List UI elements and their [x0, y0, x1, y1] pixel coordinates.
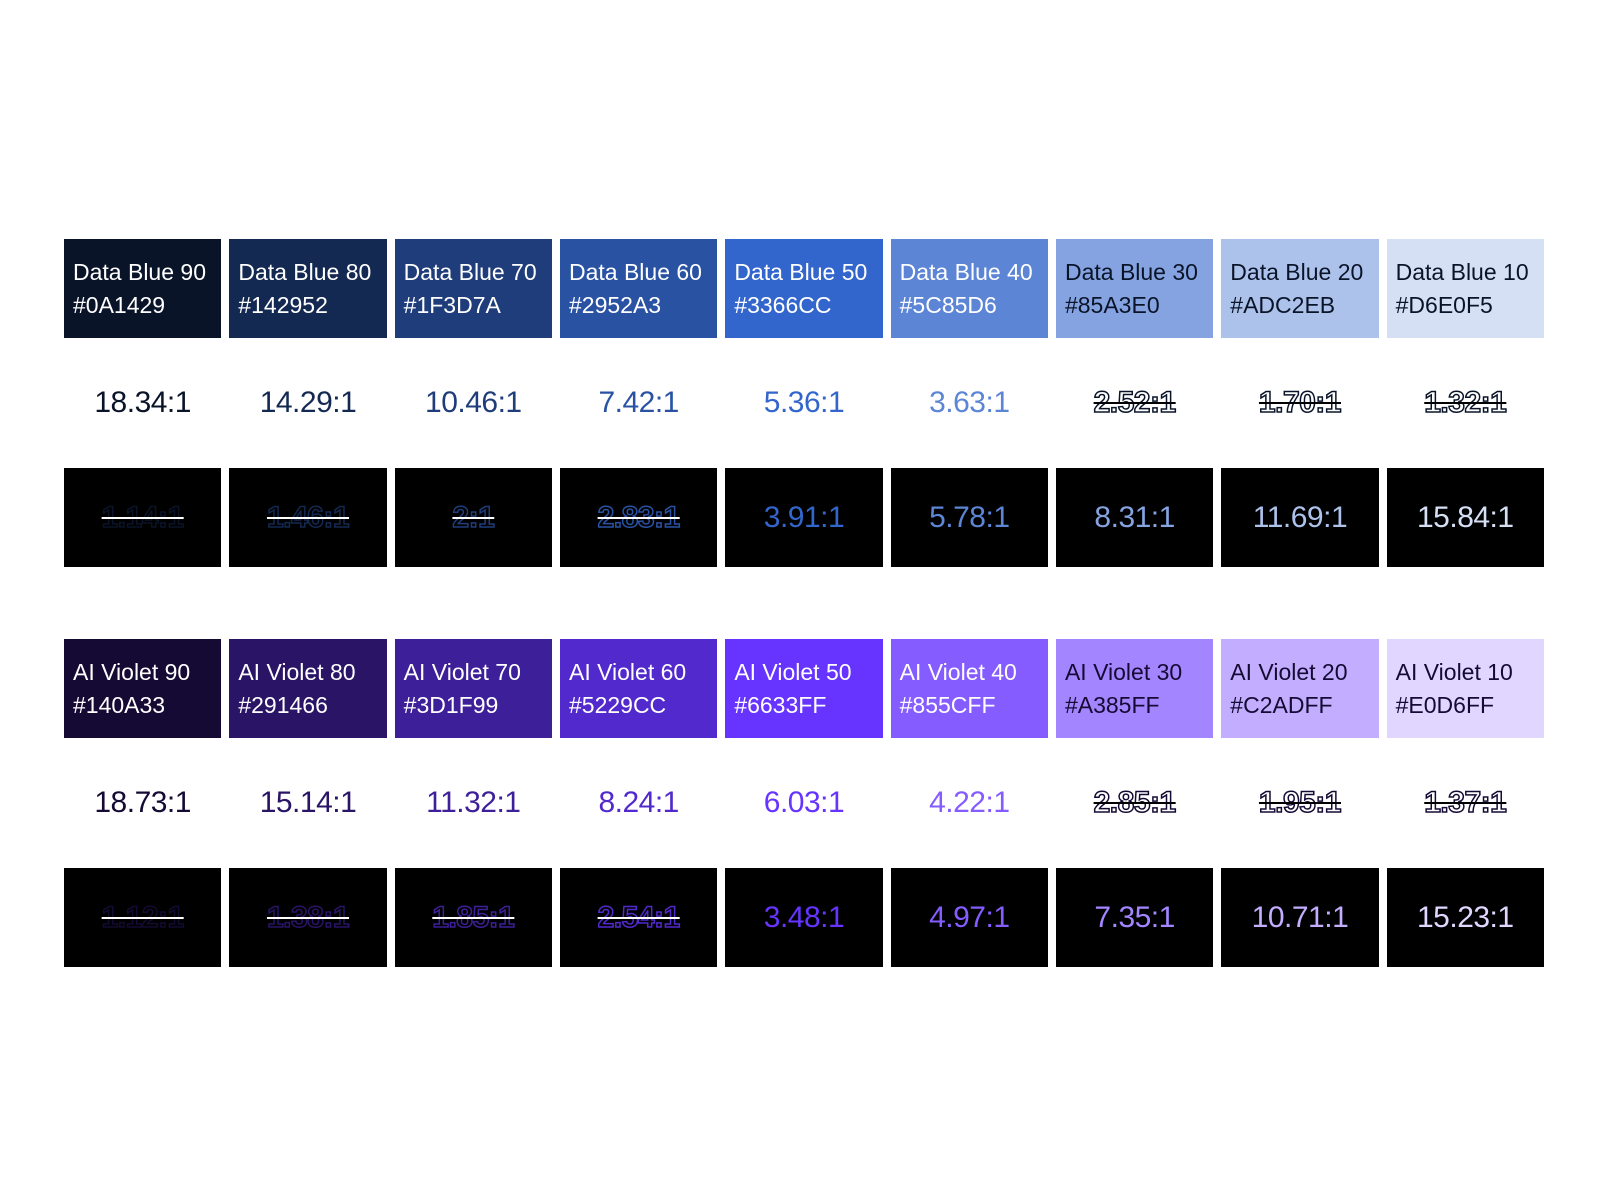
- swatch-hex: #6633FF: [734, 692, 827, 718]
- swatch-name: AI Violet 30: [1064, 659, 1183, 685]
- swatch: AI Violet 40 #855CFF: [890, 639, 1048, 738]
- data-blue-palette: Data Blue 90 #0A1429 Data Blue 80 #142952 …: [64, 239, 1544, 567]
- swatch: AI Violet 60 #5229CC: [559, 639, 718, 738]
- black-contrast-ratio: 2.83:1: [559, 468, 718, 567]
- swatch-hex: #D6E0F5: [1395, 292, 1493, 318]
- swatch-hex: #855CFF: [899, 692, 996, 718]
- swatch: Data Blue 50 #3366CC: [725, 239, 883, 338]
- white-contrast-ratio: 18.34:1: [94, 386, 191, 419]
- swatch: Data Blue 40 #5C85D6: [890, 239, 1048, 338]
- black-contrast-ratio: 5.78:1: [890, 468, 1048, 567]
- swatch-name: AI Violet 90: [73, 659, 191, 685]
- swatch-name: Data Blue 80: [238, 259, 372, 285]
- swatch-row: AI Violet 90 #140A33 AI Violet 80 #291466 …: [64, 639, 1544, 738]
- swatch-row: Data Blue 90 #0A1429 Data Blue 80 #142952 …: [64, 239, 1544, 338]
- swatch-hex: #A385FF: [1064, 692, 1160, 718]
- swatch: Data Blue 60 #2952A3: [559, 239, 718, 338]
- swatch: Data Blue 80 #142952: [229, 239, 387, 338]
- white-contrast-row: 18.34:1 14.29:1 10.46:1 7.42:1 5.36:1 3.…: [64, 368, 1544, 438]
- white-contrast-ratio: 1.37:1: [1423, 785, 1507, 820]
- swatch: AI Violet 90 #140A33: [64, 639, 222, 738]
- black-contrast-ratio: 4.97:1: [890, 868, 1048, 967]
- white-contrast-ratio: 2.52:1: [1093, 385, 1177, 420]
- swatch-hex: #291466: [238, 692, 328, 718]
- black-contrast-ratio: 3.91:1: [725, 468, 883, 567]
- white-contrast-ratio: 18.73:1: [94, 786, 191, 819]
- swatch-hex: #2952A3: [568, 292, 662, 318]
- white-contrast-ratio: 7.42:1: [598, 386, 679, 419]
- swatch: AI Violet 20 #C2ADFF: [1221, 639, 1379, 738]
- black-contrast-row: 1.14:1 1.46:1 2:1 2.83:1 3.91:1 5.78:1 8…: [64, 468, 1544, 567]
- white-contrast-ratio: 10.46:1: [425, 386, 522, 419]
- black-contrast-ratio: 11.69:1: [1221, 468, 1379, 567]
- swatch-name: AI Violet 80: [238, 659, 356, 685]
- ai-violet-palette: AI Violet 90 #140A33 AI Violet 80 #291466 …: [64, 639, 1544, 967]
- black-contrast-ratio: 7.35:1: [1055, 868, 1214, 967]
- swatch-hex: #0A1429: [73, 292, 166, 318]
- swatch-hex: #E0D6FF: [1395, 692, 1495, 718]
- white-contrast-ratio: 15.14:1: [259, 786, 357, 819]
- swatch: AI Violet 70 #3D1F99: [394, 639, 552, 738]
- swatch-name: AI Violet 60: [568, 659, 687, 685]
- black-contrast-ratio: 2:1: [394, 468, 552, 567]
- black-contrast-ratio: 15.84:1: [1386, 468, 1544, 567]
- swatch-name: Data Blue 90: [73, 259, 206, 285]
- swatch-name: AI Violet 20: [1230, 659, 1348, 685]
- swatch-hex: #5C85D6: [899, 292, 997, 318]
- black-contrast-ratio: 1.85:1: [394, 868, 552, 967]
- swatch-name: Data Blue 40: [899, 259, 1033, 285]
- swatch: Data Blue 70 #1F3D7A: [394, 239, 552, 338]
- white-contrast-ratio: 6.03:1: [763, 786, 845, 819]
- swatch-hex: #3D1F99: [403, 692, 499, 718]
- white-contrast-ratio: 11.32:1: [426, 786, 521, 819]
- swatch-name: AI Violet 70: [403, 659, 521, 685]
- white-contrast-row: 18.73:1 15.14:1 11.32:1 8.24:1 6.03:1 4.…: [64, 768, 1544, 838]
- white-contrast-ratio: 1.32:1: [1423, 385, 1507, 420]
- black-contrast-ratio: 15.23:1: [1386, 868, 1544, 967]
- black-contrast-ratio: 3.48:1: [725, 868, 883, 967]
- white-contrast-ratio: 14.29:1: [259, 386, 357, 419]
- swatch-hex: #3366CC: [734, 292, 832, 318]
- white-contrast-ratio: 1.95:1: [1258, 785, 1342, 820]
- swatch-hex: #140A33: [73, 692, 166, 718]
- swatch-hex: #1F3D7A: [403, 292, 501, 318]
- white-contrast-ratio: 3.63:1: [929, 386, 1010, 419]
- swatch-name: AI Violet 10: [1395, 659, 1513, 685]
- swatch-name: Data Blue 10: [1395, 259, 1529, 285]
- swatch: Data Blue 10 #D6E0F5: [1386, 239, 1544, 338]
- black-contrast-ratio: 2.54:1: [559, 868, 718, 967]
- swatch: Data Blue 20 #ADC2EB: [1221, 239, 1379, 338]
- black-contrast-ratio: 1.46:1: [229, 468, 387, 567]
- swatch-name: AI Violet 40: [899, 659, 1017, 685]
- black-contrast-ratio: 1.12:1: [64, 868, 222, 967]
- white-contrast-ratio: 4.22:1: [929, 786, 1010, 819]
- black-contrast-ratio: 10.71:1: [1221, 868, 1379, 967]
- swatch: AI Violet 10 #E0D6FF: [1386, 639, 1544, 738]
- swatch-name: Data Blue 60: [568, 259, 702, 285]
- swatch-name: Data Blue 70: [403, 259, 537, 285]
- black-contrast-ratio: 8.31:1: [1055, 468, 1214, 567]
- swatch-name: Data Blue 20: [1230, 259, 1364, 285]
- swatch-hex: #C2ADFF: [1230, 692, 1333, 718]
- white-contrast-ratio: 5.36:1: [763, 386, 845, 419]
- white-contrast-ratio: 1.70:1: [1258, 385, 1342, 420]
- swatch: Data Blue 30 #85A3E0: [1055, 239, 1214, 338]
- swatch-name: Data Blue 30: [1064, 259, 1198, 285]
- white-contrast-ratio: 2.85:1: [1093, 785, 1177, 820]
- swatch: AI Violet 50 #6633FF: [725, 639, 883, 738]
- white-contrast-ratio: 8.24:1: [598, 786, 679, 819]
- swatch-hex: #142952: [238, 292, 328, 318]
- swatch-name: AI Violet 50: [734, 659, 852, 685]
- swatch-hex: #5229CC: [568, 692, 667, 718]
- swatch-hex: #85A3E0: [1064, 292, 1160, 318]
- swatch-hex: #ADC2EB: [1230, 292, 1336, 318]
- swatch: AI Violet 30 #A385FF: [1055, 639, 1214, 738]
- swatch: AI Violet 80 #291466: [229, 639, 387, 738]
- swatch: Data Blue 90 #0A1429: [64, 239, 222, 338]
- black-contrast-row: 1.12:1 1.38:1 1.85:1 2.54:1 3.48:1 4.97:…: [64, 868, 1544, 967]
- black-contrast-ratio: 1.38:1: [229, 868, 387, 967]
- black-contrast-ratio: 1.14:1: [64, 468, 222, 567]
- swatch-name: Data Blue 50: [734, 259, 868, 285]
